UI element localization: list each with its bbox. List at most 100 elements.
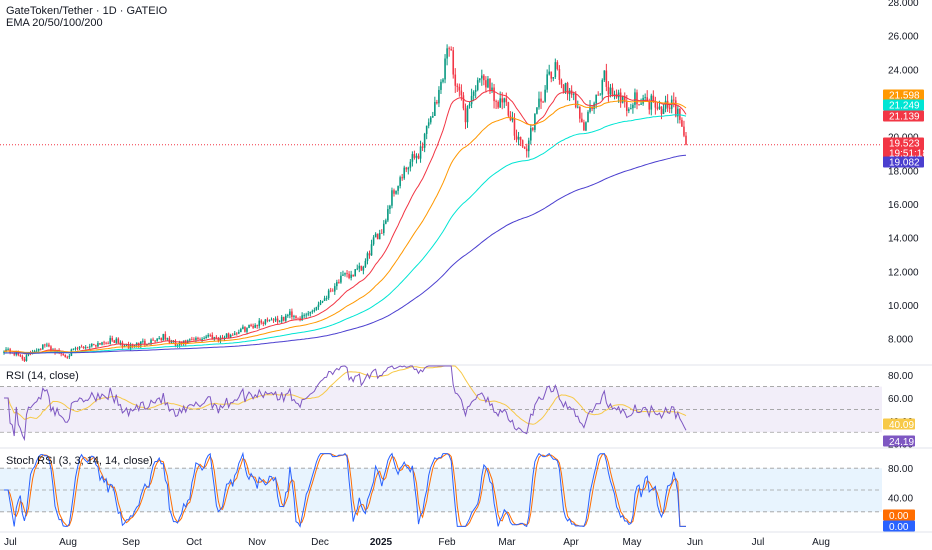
- candle-body: [64, 355, 67, 357]
- ema-200-line: [4, 154, 687, 354]
- candle-body: [278, 321, 281, 323]
- candle-body: [205, 336, 207, 339]
- candle-body: [242, 326, 244, 329]
- candle-body: [434, 102, 436, 116]
- candle-body: [679, 108, 681, 120]
- ema-20-value-badge: [883, 110, 924, 122]
- candle-body: [501, 98, 504, 103]
- candle-body: [411, 154, 414, 162]
- candle-body: [350, 274, 352, 278]
- price-axis-tick-label: 26.000: [888, 32, 919, 43]
- candle-body: [595, 94, 597, 104]
- candle-body: [358, 265, 361, 269]
- candle-body: [487, 78, 489, 88]
- stoch-rsi-axis-tick-label: 40.00: [888, 493, 913, 504]
- candle-body: [35, 350, 38, 352]
- candle-body: [417, 155, 420, 159]
- candle-body: [483, 75, 485, 81]
- candle-body: [544, 89, 546, 102]
- candle-body: [474, 89, 477, 92]
- candle-body: [340, 275, 342, 283]
- candle-body: [662, 108, 665, 115]
- candle-body: [172, 341, 175, 343]
- candle-body: [683, 126, 685, 136]
- candle-body: [109, 338, 111, 344]
- candle-body: [338, 282, 340, 283]
- candle-body: [681, 119, 683, 127]
- candle-body: [611, 87, 614, 96]
- candle-body: [685, 135, 687, 145]
- candle-body: [225, 333, 228, 338]
- stoch-rsi-d-line: [4, 453, 686, 527]
- time-axis-tick-label: Sep: [122, 537, 140, 548]
- candle-body: [376, 233, 379, 240]
- candle-body: [201, 338, 203, 340]
- candle-body: [168, 338, 171, 343]
- candle-body: [144, 340, 146, 345]
- candle-body: [429, 117, 432, 123]
- stoch-rsi-d-value-badge: [883, 509, 915, 521]
- candle-body: [33, 351, 36, 352]
- candle-body: [195, 337, 197, 341]
- candle-body: [131, 344, 134, 347]
- candle-body: [644, 97, 646, 99]
- candle-body: [628, 109, 630, 111]
- candle-body: [60, 353, 62, 355]
- candle-body: [507, 102, 510, 116]
- candle-body: [419, 146, 422, 159]
- candle-body: [425, 125, 428, 134]
- candle-body: [91, 344, 93, 347]
- candle-body: [546, 74, 548, 90]
- stoch-rsi-k-value-badge-text: 0.00: [889, 522, 909, 533]
- candle-body: [556, 62, 559, 70]
- time-axis-tick-label: Jul: [752, 537, 765, 548]
- candle-body: [156, 338, 158, 341]
- candle-body: [534, 113, 536, 130]
- candle-body: [583, 122, 585, 131]
- candle-body: [166, 338, 169, 340]
- candle-body: [634, 92, 636, 105]
- candle-body: [99, 343, 101, 345]
- price-axis-tick-label: 14.000: [888, 234, 919, 245]
- candle-body: [150, 339, 152, 344]
- ema-indicator-label: EMA 20/50/100/200: [6, 17, 103, 29]
- candle-body: [605, 70, 608, 87]
- candle-body: [213, 337, 216, 340]
- candle-body: [68, 355, 71, 358]
- ema-100-line: [3, 114, 687, 354]
- candle-body: [276, 318, 279, 322]
- candle-body: [530, 128, 532, 141]
- candle-body: [448, 48, 450, 50]
- candle-body: [331, 290, 334, 292]
- candle-body: [37, 349, 40, 351]
- candle-body: [517, 136, 520, 140]
- candle-body: [115, 338, 118, 343]
- candle-body: [78, 346, 81, 349]
- candle-body: [209, 334, 212, 336]
- last-price-badge-text: 19.523: [889, 139, 920, 150]
- candle-body: [446, 48, 448, 59]
- rsi-axis-tick-label: 80.00: [888, 371, 913, 382]
- candle-body: [252, 325, 254, 328]
- candle-body: [88, 346, 91, 348]
- candle-body: [427, 122, 430, 126]
- candle-body: [21, 356, 24, 359]
- candle-body: [299, 318, 301, 321]
- candle-body: [374, 233, 377, 238]
- candle-body: [311, 311, 314, 312]
- candle-body: [135, 342, 138, 346]
- time-axis-tick-label: Oct: [186, 537, 202, 548]
- candle-body: [562, 84, 565, 93]
- candle-body: [540, 98, 542, 102]
- candle-body: [270, 319, 273, 321]
- candle-body: [336, 282, 338, 287]
- candle-body: [542, 101, 544, 103]
- candle-body: [103, 342, 105, 344]
- candle-body: [217, 337, 220, 342]
- candle-body: [244, 326, 246, 332]
- candle-body: [291, 311, 293, 317]
- candle-body: [327, 290, 330, 299]
- candle-body: [76, 348, 79, 350]
- rsi-ma-value-badge: [883, 418, 915, 430]
